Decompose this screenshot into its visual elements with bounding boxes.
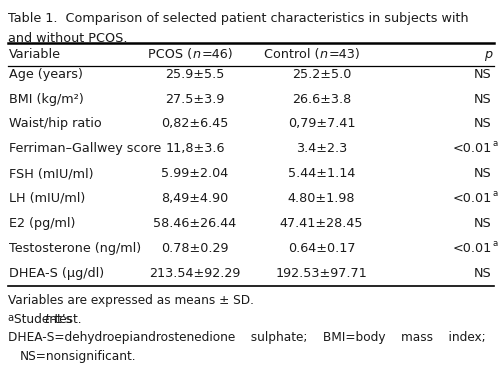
Text: 213.54±92.29: 213.54±92.29 [149, 266, 240, 280]
Text: a: a [491, 139, 496, 148]
Text: and without PCOS.: and without PCOS. [8, 32, 127, 45]
Text: LH (mIU/ml): LH (mIU/ml) [9, 192, 85, 205]
Text: 0.64±0.17: 0.64±0.17 [287, 242, 355, 255]
Text: 8,49±4.90: 8,49±4.90 [161, 192, 228, 205]
Text: 27.5±3.9: 27.5±3.9 [165, 92, 224, 106]
Text: n: n [319, 48, 327, 61]
Text: Testosterone (ng/ml): Testosterone (ng/ml) [9, 242, 140, 255]
Text: t: t [45, 313, 49, 326]
Text: Age (years): Age (years) [9, 68, 82, 81]
Text: NS: NS [473, 92, 491, 106]
Text: <0.01: <0.01 [452, 142, 491, 155]
Text: E2 (pg/ml): E2 (pg/ml) [9, 217, 75, 230]
Text: a: a [491, 239, 496, 248]
Text: 3.4±2.3: 3.4±2.3 [296, 142, 347, 155]
Text: Student’s: Student’s [14, 313, 75, 326]
Text: NS: NS [473, 266, 491, 280]
Text: PCOS (: PCOS ( [148, 48, 192, 61]
Text: a: a [8, 313, 14, 323]
Text: 26.6±3.8: 26.6±3.8 [292, 92, 351, 106]
Text: =43): =43) [328, 48, 360, 61]
Text: NS=nonsignificant.: NS=nonsignificant. [20, 350, 136, 363]
Text: NS: NS [473, 217, 491, 230]
Text: 4.80±1.98: 4.80±1.98 [287, 192, 355, 205]
Text: a: a [491, 189, 496, 198]
Text: Table 1.  Comparison of selected patient characteristics in subjects with: Table 1. Comparison of selected patient … [8, 12, 467, 25]
Text: <0.01: <0.01 [452, 242, 491, 255]
Text: 11,8±3.6: 11,8±3.6 [165, 142, 224, 155]
Text: 0,82±6.45: 0,82±6.45 [161, 117, 228, 131]
Text: Variables are expressed as means ± SD.: Variables are expressed as means ± SD. [8, 294, 253, 307]
Text: 0.78±0.29: 0.78±0.29 [161, 242, 228, 255]
Text: 192.53±97.71: 192.53±97.71 [275, 266, 367, 280]
Text: DHEA-S=dehydroepiandrostenedione    sulphate;    BMI=body    mass    index;: DHEA-S=dehydroepiandrostenedione sulphat… [8, 331, 484, 344]
Text: 25.2±5.0: 25.2±5.0 [292, 68, 351, 81]
Text: =46): =46) [201, 48, 233, 61]
Text: Variable: Variable [9, 48, 61, 61]
Text: FSH (mIU/ml): FSH (mIU/ml) [9, 167, 93, 180]
Text: 25.9±5.5: 25.9±5.5 [165, 68, 224, 81]
Text: Control (: Control ( [263, 48, 319, 61]
Text: 5.99±2.04: 5.99±2.04 [161, 167, 228, 180]
Text: NS: NS [473, 68, 491, 81]
Text: <0.01: <0.01 [452, 192, 491, 205]
Text: p: p [483, 48, 491, 61]
Text: Ferriman–Gallwey score: Ferriman–Gallwey score [9, 142, 160, 155]
Text: BMI (kg/m²): BMI (kg/m²) [9, 92, 83, 106]
Text: NS: NS [473, 167, 491, 180]
Text: 0,79±7.41: 0,79±7.41 [287, 117, 355, 131]
Text: n: n [192, 48, 200, 61]
Text: 47.41±28.45: 47.41±28.45 [279, 217, 363, 230]
Text: NS: NS [473, 117, 491, 131]
Text: 5.44±1.14: 5.44±1.14 [288, 167, 355, 180]
Text: -test.: -test. [51, 313, 82, 326]
Text: Waist/hip ratio: Waist/hip ratio [9, 117, 101, 131]
Text: DHEA-S (µg/dl): DHEA-S (µg/dl) [9, 266, 103, 280]
Text: 58.46±26.44: 58.46±26.44 [153, 217, 236, 230]
